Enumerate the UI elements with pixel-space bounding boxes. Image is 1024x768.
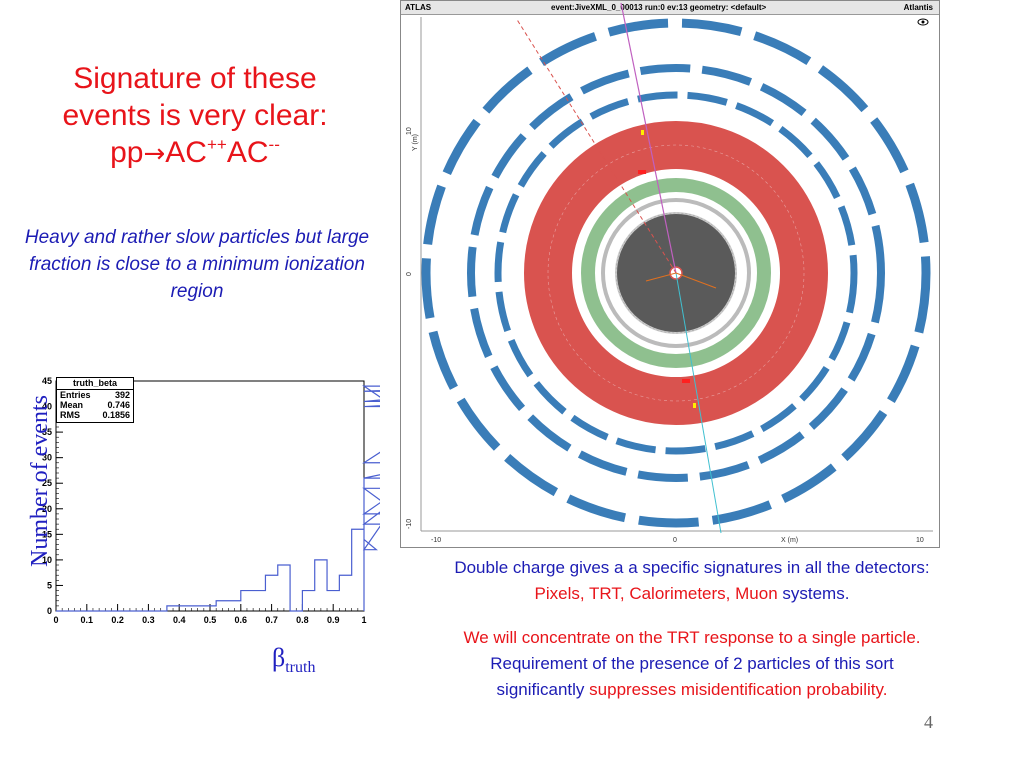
y-tick-label: 0 <box>47 606 52 616</box>
y-axis-label: Number of events <box>27 395 53 567</box>
x-tick-label: 1 <box>361 615 366 625</box>
caption-line-1: Double charge gives a a specific signatu… <box>454 558 930 577</box>
x-tick-label: 0.2 <box>111 615 124 625</box>
caption-line-3: We will concentrate on the TRT response … <box>463 628 921 647</box>
title-sup1: ++ <box>206 135 227 154</box>
muon-hit-top <box>641 130 644 135</box>
x-axis-tick-left: -10 <box>431 537 441 544</box>
caption-line-4: Requirement of the presence of 2 particl… <box>490 654 894 673</box>
histogram-step-line <box>56 385 380 612</box>
muon-middle-ring <box>467 64 885 482</box>
event-display-header: ATLAS event:JiveXML_0_00013 run:0 ev:13 … <box>401 1 939 15</box>
jet-track-2 <box>645 272 677 282</box>
title-sup2: -- <box>268 135 280 154</box>
y-axis-tick-bottom: -10 <box>406 519 413 529</box>
caption-detectors: Pixels, TRT, Calorimeters, Muon <box>534 584 778 603</box>
caption-line-5: significantly suppresses misidentificati… <box>372 677 1012 703</box>
track-cyan <box>675 272 722 534</box>
x-axis-title: X (m) <box>781 537 798 544</box>
title-line-2: events is very clear: <box>62 99 328 132</box>
stats-box: truth_beta Entries 392 Mean 0.746 RMS 0.… <box>56 377 134 423</box>
x-axis-label: βtruth <box>272 643 315 677</box>
slide-number: 4 <box>924 712 933 732</box>
stats-rms-label: RMS <box>60 410 80 420</box>
cal-hit-bottom <box>682 379 690 383</box>
y-tick-label: 40 <box>42 402 52 412</box>
x-tick-label: 0.4 <box>173 615 186 625</box>
stats-mean-value: 0.746 <box>107 400 130 410</box>
stats-row-rms: RMS 0.1856 <box>57 410 133 420</box>
detector-view: 10 0 -10 Y (m) -10 0 10 X (m) <box>406 2 933 544</box>
y-tick-label: 20 <box>42 504 52 514</box>
caption-systems: systems. <box>777 584 850 603</box>
stats-row-mean: Mean 0.746 <box>57 400 133 410</box>
track-dashed <box>515 17 677 274</box>
stats-mean-label: Mean <box>60 400 84 410</box>
caption-significantly: significantly <box>496 680 590 699</box>
subtitle: Heavy and rather slow particles but larg… <box>24 227 370 302</box>
y-axis-tick-top: 10 <box>406 127 413 135</box>
title-ac2: AC <box>226 136 269 169</box>
y-tick-label: 15 <box>42 529 52 539</box>
detector-rings <box>421 2 931 534</box>
header-atlantis-label: Atlantis <box>903 3 933 12</box>
x-axis-tick-right: 10 <box>916 537 924 544</box>
y-tick-label: 45 <box>42 376 52 386</box>
x-tick-label: 0.7 <box>265 615 278 625</box>
muon-outer-ring <box>421 18 931 528</box>
caption: Double charge gives a a specific signatu… <box>372 555 1012 703</box>
trt-ring <box>581 178 771 368</box>
x-tick-label: 0.8 <box>296 615 309 625</box>
x-tick-label: 0.6 <box>235 615 248 625</box>
header-atlas-label: ATLAS <box>405 3 432 12</box>
stats-entries-value: 392 <box>114 390 130 400</box>
y-axis-tick-mid: 0 <box>406 272 413 276</box>
title-line-1: Signature of these <box>73 62 317 95</box>
title-line-3: pp→AC++AC-- <box>20 134 370 173</box>
x-tick-label: 0 <box>53 615 58 625</box>
stats-rms-value: 0.1856 <box>102 410 130 420</box>
caption-suppresses: suppresses misidentification probability… <box>589 680 888 699</box>
header-event-info: event:JiveXML_0_00013 run:0 ev:13 geomet… <box>551 3 767 12</box>
calorimeter-grid <box>547 144 805 402</box>
atlantis-event-display: ATLAS event:JiveXML_0_00013 run:0 ev:13 … <box>400 0 940 548</box>
x-tick-label: 0.1 <box>81 615 94 625</box>
title-pp: pp <box>110 136 144 169</box>
y-tick-label: 35 <box>42 427 52 437</box>
muon-hit-bottom <box>693 403 696 408</box>
track-magenta <box>620 2 677 274</box>
x-tick-label: 0.9 <box>327 615 340 625</box>
x-axis-tick-mid: 0 <box>673 537 677 544</box>
slide-title: Signature of these events is very clear:… <box>20 60 370 173</box>
y-tick-label: 10 <box>42 555 52 565</box>
title-ac1: AC <box>165 136 207 169</box>
x-axis-label-sub: truth <box>285 659 316 677</box>
muon-inner-ring <box>494 91 858 455</box>
solenoid-ring <box>601 198 751 348</box>
stats-row-entries: Entries 392 <box>57 390 133 400</box>
stats-box-title: truth_beta <box>57 378 133 390</box>
jet-track-1 <box>675 272 717 289</box>
caption-line-2: Pixels, TRT, Calorimeters, Muon systems. <box>372 581 1012 607</box>
y-tick-label: 5 <box>47 580 52 590</box>
arrow-icon: → <box>143 139 166 169</box>
beta-symbol: β <box>272 643 286 672</box>
x-tick-label: 0.5 <box>204 615 217 625</box>
cal-hit-top <box>638 170 646 174</box>
y-tick-label: 25 <box>42 478 52 488</box>
eye-icon[interactable] <box>917 18 929 26</box>
x-tick-label: 0.3 <box>142 615 155 625</box>
stats-entries-label: Entries <box>60 390 91 400</box>
y-tick-label: 30 <box>42 453 52 463</box>
y-axis-title: Y (m) <box>412 134 419 151</box>
